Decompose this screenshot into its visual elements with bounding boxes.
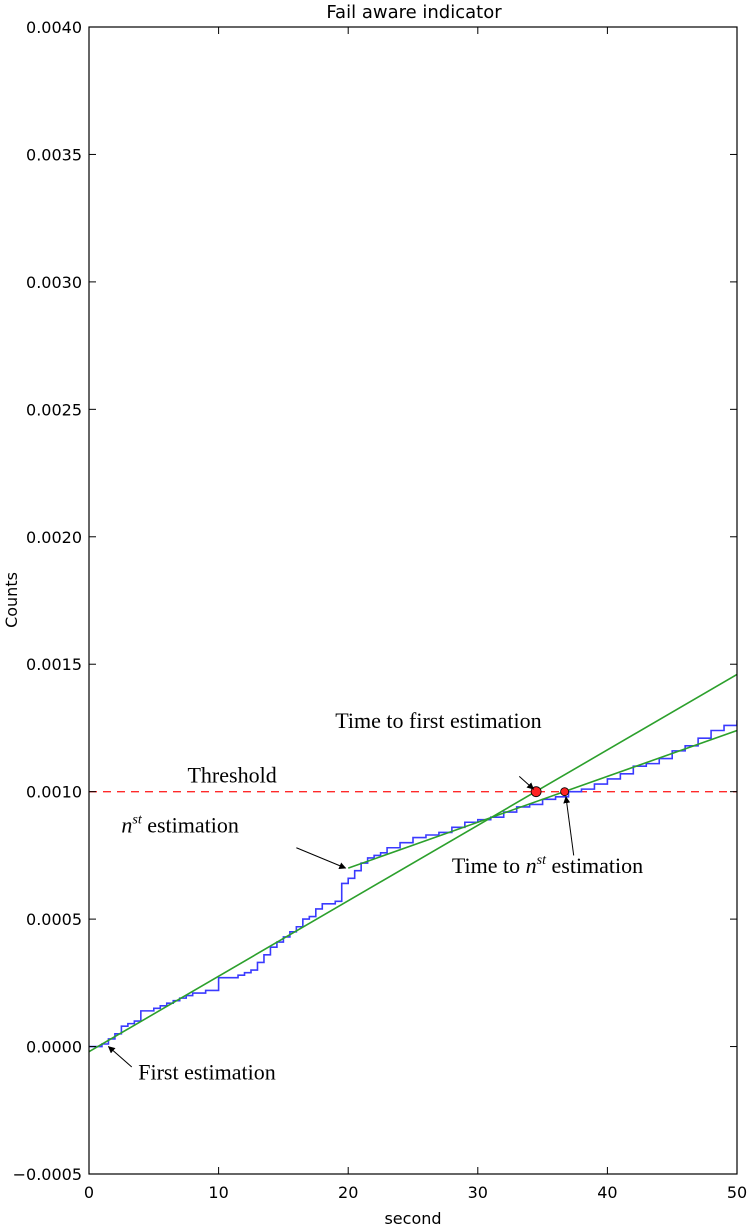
annotation-arrow-3 bbox=[563, 796, 575, 856]
y-tick-label: 0.0010 bbox=[26, 783, 82, 802]
annotation-arrow-1 bbox=[296, 847, 347, 869]
series-line-2 bbox=[347, 729, 737, 869]
y-tick-label: 0.0015 bbox=[26, 655, 82, 674]
x-tick-label: 20 bbox=[338, 1183, 358, 1202]
x-tick-label: 50 bbox=[727, 1183, 747, 1202]
axes: 0 10 20 30 40 50 −0.0005 0.0000 0.0005 0.0010 0.00… bbox=[13, 18, 747, 1202]
series-line-0 bbox=[89, 720, 737, 1048]
y-tick-label: 0.0025 bbox=[26, 400, 82, 419]
annotation-1: nst estimation bbox=[121, 812, 238, 837]
annotation-arrow-0 bbox=[107, 1046, 133, 1068]
x-axis-label: second bbox=[384, 1209, 441, 1228]
marker-point-1 bbox=[560, 787, 570, 797]
x-tick-label: 10 bbox=[208, 1183, 228, 1202]
y-tick-label: 0.0035 bbox=[26, 145, 82, 164]
y-tick-label: 0.0020 bbox=[26, 528, 82, 547]
x-tick-label: 30 bbox=[468, 1183, 488, 1202]
y-tick-label: 0.0000 bbox=[26, 1038, 82, 1057]
x-tick-label: 0 bbox=[84, 1183, 94, 1202]
annotation-2: Time to first estimation bbox=[335, 708, 541, 733]
series-line-1 bbox=[89, 673, 737, 1053]
y-tick-label: 0.0005 bbox=[26, 910, 82, 929]
plot-frame bbox=[88, 26, 738, 1175]
plot-area bbox=[89, 673, 737, 1053]
annotation-0: First estimation bbox=[138, 1060, 275, 1085]
annotation-3: Time to nst estimation bbox=[452, 853, 643, 878]
x-tick-label: 40 bbox=[597, 1183, 617, 1202]
y-tick-label: 0.0030 bbox=[26, 273, 82, 292]
annotation-arrow-2 bbox=[518, 776, 535, 790]
chart-title: Fail aware indicator bbox=[326, 2, 502, 23]
y-axis-label: Counts bbox=[2, 572, 21, 628]
y-tick-label: 0.0040 bbox=[26, 18, 82, 37]
threshold-label: Threshold bbox=[187, 763, 276, 788]
y-tick-label: −0.0005 bbox=[13, 1165, 82, 1184]
